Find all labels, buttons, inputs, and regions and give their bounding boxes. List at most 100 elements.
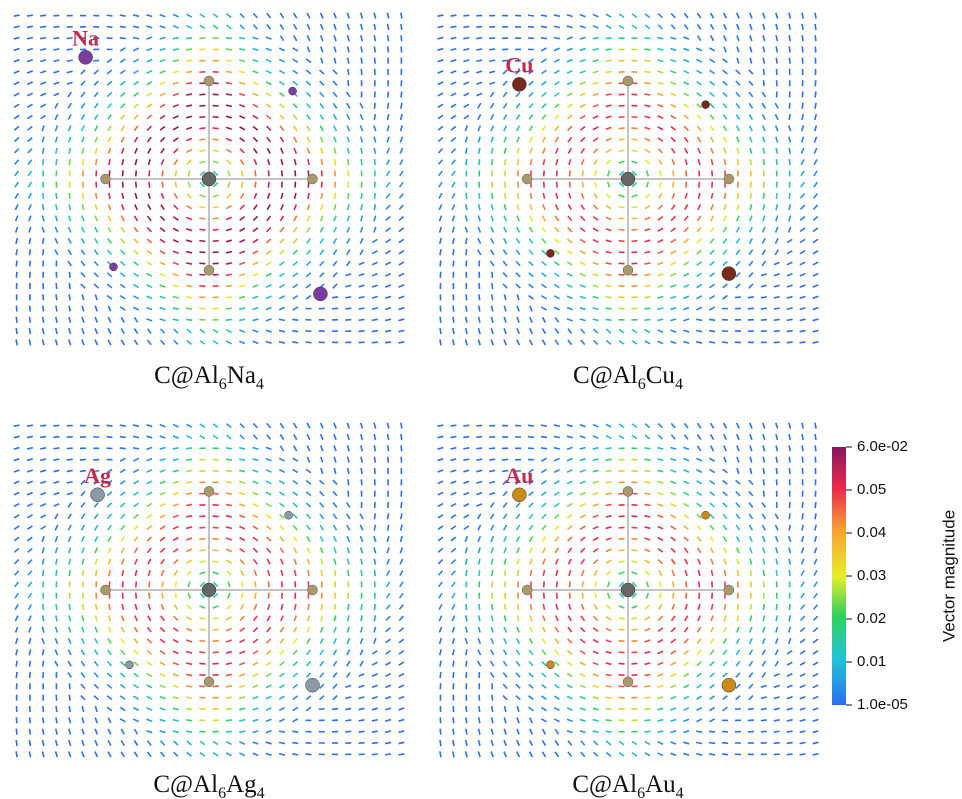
field-arrow [398,238,405,244]
field-arrow [696,272,703,278]
field-arrow [450,581,456,588]
field-arrow [580,192,585,199]
field-arrow [386,433,390,441]
field-arrow [292,718,299,723]
field-arrow [386,35,390,42]
field-arrow [119,718,126,723]
field-arrow [631,127,638,130]
field-arrow [516,751,521,758]
field-arrow [239,273,246,277]
field-arrow [566,491,573,496]
field-arrow [801,102,804,109]
field-arrow [199,149,206,153]
field-arrow [684,192,688,199]
field-arrow [359,524,364,531]
field-arrow [360,615,363,622]
field-arrow [503,615,507,622]
field-arrow [683,695,690,700]
field-arrow [266,12,272,19]
field-arrow [252,707,259,711]
field-arrow [528,238,534,244]
field-arrow [799,318,806,322]
field-arrow [761,637,766,645]
field-arrow [319,637,324,645]
field-arrow [644,250,651,254]
field-arrow [542,603,546,611]
field-arrow [253,147,258,154]
field-arrow [28,739,32,747]
field-arrow [133,114,139,120]
field-arrow [542,558,546,565]
field-arrow [212,205,219,209]
field-arrow [670,536,677,542]
field-arrow [451,215,456,222]
field-arrow [119,479,126,485]
field-arrow [199,592,206,599]
field-arrow [225,719,232,722]
field-arrow [452,249,455,256]
field-arrow [80,125,85,132]
field-arrow [761,660,767,667]
field-arrow [762,615,766,622]
field-arrow [93,283,100,289]
field-arrow [266,558,271,565]
field-arrow [373,603,376,611]
field-arrow [775,626,779,633]
caption-subscript: 4 [676,785,684,799]
field-arrow [503,339,508,346]
field-arrow [332,249,338,256]
field-arrow [267,181,270,188]
field-arrow [555,158,559,166]
field-arrow [579,13,586,18]
field-arrow [332,80,338,87]
field-arrow [399,535,404,543]
field-arrow [132,36,140,40]
field-arrow [709,283,715,289]
field-arrow [265,525,272,531]
field-arrow [490,204,494,211]
field-arrow [477,339,481,346]
field-arrow [618,194,625,198]
field-arrow [173,148,179,154]
field-arrow [567,204,572,211]
field-arrow [385,581,391,588]
field-arrow [489,59,496,63]
caption-subscript: 4 [675,376,683,393]
field-arrow [359,215,364,222]
field-arrow [554,114,560,120]
field-arrow [631,560,638,564]
field-arrow [186,307,193,310]
field-arrow [761,226,766,233]
field-arrow [566,457,573,462]
field-arrow [172,126,179,131]
field-arrow [579,295,586,300]
field-arrow [644,216,651,221]
field-arrow [579,435,586,439]
field-arrow [684,569,688,577]
field-arrow [658,170,662,177]
caption-text: C@Al [573,362,638,389]
field-arrow [450,558,457,565]
field-arrow [279,524,285,531]
field-arrow [760,696,767,700]
al-atom [203,676,215,688]
field-arrow [239,192,245,199]
field-arrow [722,294,728,300]
field-arrow [320,204,324,211]
field-arrow [146,491,153,496]
field-arrow [333,12,337,19]
field-arrow [438,626,443,633]
field-arrow [239,261,246,266]
field-arrow [265,457,272,462]
field-arrow [332,91,338,98]
field-arrow [670,422,676,429]
field-arrow [320,569,324,577]
field-arrow [516,728,520,735]
field-arrow [567,536,573,542]
field-arrow [657,661,664,666]
field-arrow [15,739,18,747]
field-arrow [227,170,231,177]
field-arrow [553,718,560,723]
colorbar-tick-label: 6.0e-02 [857,438,908,455]
field-arrow [81,739,85,747]
